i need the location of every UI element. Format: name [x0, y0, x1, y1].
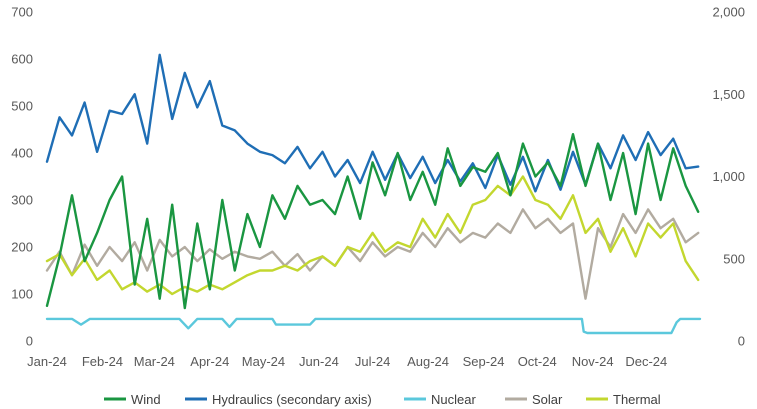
y-tick-label-left: 300 — [11, 193, 33, 208]
x-tick-label: Mar-24 — [134, 354, 175, 369]
legend-label-solar: Solar — [532, 392, 563, 407]
series-layer — [45, 53, 702, 335]
y-tick-label-left: 700 — [11, 5, 33, 20]
y-tick-label-right: 0 — [738, 334, 745, 349]
x-tick-label: Aug-24 — [407, 354, 449, 369]
series-line-wind — [45, 132, 700, 310]
x-tick-label: Nov-24 — [572, 354, 614, 369]
x-tick-label: Jan-24 — [27, 354, 67, 369]
y-axis-left: 0 100 200 300 400 500 600 700 — [11, 5, 33, 349]
x-axis: Jan-24 Feb-24 Mar-24 Apr-24 May-24 Jun-24 Jul-… — [27, 354, 667, 369]
x-tick-label: Sep-24 — [463, 354, 505, 369]
y-axis-right: 0 500 1,000 1,500 2,000 — [712, 5, 745, 349]
series-line-solar — [45, 208, 700, 300]
x-tick-label: May-24 — [242, 354, 285, 369]
y-tick-label-left: 400 — [11, 146, 33, 161]
legend: Wind Hydraulics (secondary axis) Nuclear So… — [104, 392, 661, 407]
y-tick-label-left: 500 — [11, 99, 33, 114]
x-tick-label: Feb-24 — [82, 354, 123, 369]
x-tick-label: Jun-24 — [299, 354, 339, 369]
y-tick-label-right: 2,000 — [712, 5, 745, 20]
legend-label-nuclear: Nuclear — [431, 392, 476, 407]
y-tick-label-left: 600 — [11, 52, 33, 67]
y-tick-label-left: 200 — [11, 240, 33, 255]
x-tick-label: Dec-24 — [625, 354, 667, 369]
legend-label-hydraulics: Hydraulics (secondary axis) — [212, 392, 372, 407]
series-line-thermal — [45, 175, 700, 296]
x-tick-label: Oct-24 — [518, 354, 557, 369]
legend-label-thermal: Thermal — [613, 392, 661, 407]
y-tick-label-right: 1,000 — [712, 169, 745, 184]
series-line-hydraulics — [45, 53, 700, 193]
y-tick-label-left: 0 — [26, 334, 33, 349]
x-tick-label: Jul-24 — [355, 354, 390, 369]
y-tick-label-right: 1,500 — [712, 87, 745, 102]
legend-label-wind: Wind — [131, 392, 161, 407]
x-tick-label: Apr-24 — [190, 354, 229, 369]
series-line-nuclear — [45, 317, 702, 335]
y-tick-label-right: 500 — [723, 251, 745, 266]
y-tick-label-left: 100 — [11, 287, 33, 302]
